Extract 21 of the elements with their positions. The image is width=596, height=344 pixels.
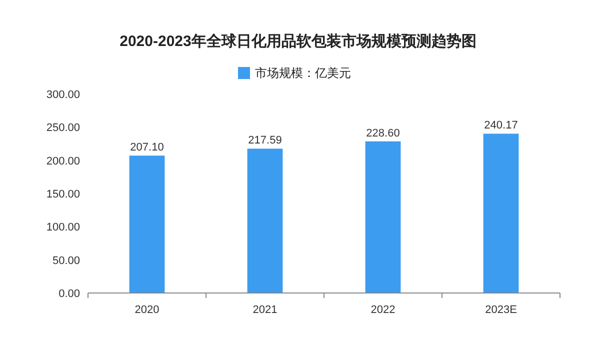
legend-label: 市场规模：亿美元 [255,66,351,80]
y-tick-label: 300.00 [46,89,80,101]
y-tick-label: 0.00 [58,288,80,300]
data-label: 217.59 [248,134,282,147]
y-tick-label: 50.00 [52,254,80,267]
data-label: 228.60 [366,127,400,140]
bar [129,156,165,293]
data-label: 207.10 [130,142,164,154]
x-tick-label: 2022 [370,304,396,316]
y-tick-label: 250.00 [46,122,80,134]
bar [365,141,401,293]
x-tick-label: 2020 [134,304,160,316]
x-tick-label: 2023E [485,304,517,316]
y-tick-label: 100.00 [46,222,80,234]
data-label: 240.17 [484,120,518,132]
y-tick-label: 150.00 [46,188,80,200]
bar [483,134,519,293]
y-tick-label: 200.00 [46,155,80,168]
chart-title: 2020-2023年全球日化用品软包装市场规模预测趋势图 [120,32,476,50]
x-tick-label: 2021 [252,304,278,316]
bar [247,148,283,293]
